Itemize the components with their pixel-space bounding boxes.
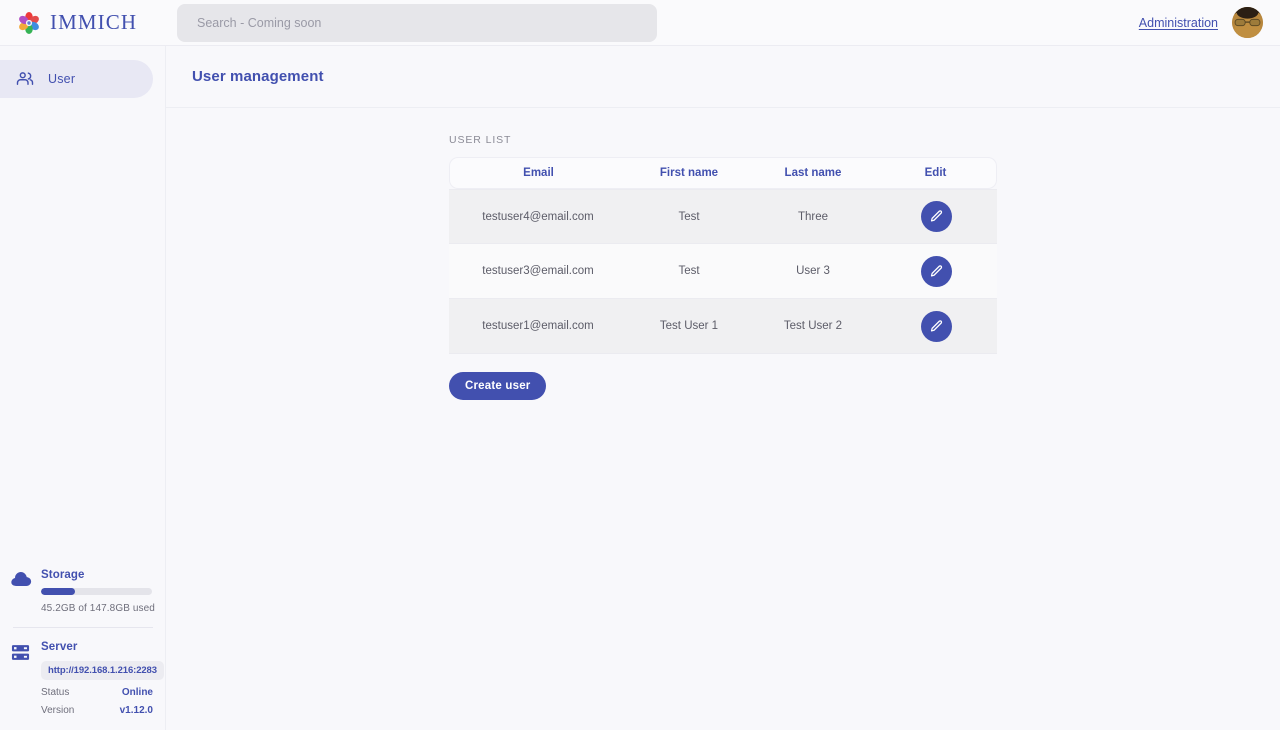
cell-first-name: Test — [627, 244, 751, 299]
user-table: Email First name Last name Edit testuser… — [449, 157, 997, 354]
sidebar-item-user-label: User — [48, 72, 76, 86]
cell-first-name: Test — [627, 189, 751, 244]
server-version-label: Version — [41, 705, 75, 716]
edit-user-button[interactable] — [920, 310, 952, 342]
cell-edit — [875, 244, 997, 299]
pencil-icon — [930, 319, 942, 331]
cell-first-name: Test User 1 — [627, 299, 751, 354]
cell-last-name: User 3 — [751, 244, 875, 299]
cell-last-name: Three — [751, 189, 875, 244]
users-icon — [16, 72, 34, 85]
server-status-row: Status Online — [41, 687, 155, 698]
cell-edit — [875, 299, 997, 354]
immich-logo-icon — [19, 11, 39, 34]
user-table-head: Email First name Last name Edit — [449, 157, 997, 189]
storage-title: Storage — [41, 569, 85, 581]
page-header: User management — [166, 46, 1280, 108]
administration-link[interactable]: Administration — [1138, 15, 1218, 30]
table-header-row: Email First name Last name Edit — [449, 157, 997, 189]
server-version-row: Version v1.12.0 — [41, 705, 155, 716]
server-icon — [11, 641, 33, 716]
search-input[interactable] — [177, 3, 657, 42]
cell-email: testuser3@email.com — [449, 244, 627, 299]
server-status-value: Online — [121, 687, 153, 698]
brand-home-link[interactable]: IMMICH — [17, 11, 167, 35]
server-status-label: Status — [41, 687, 70, 698]
search-container — [177, 3, 657, 42]
top-navigation-bar: IMMICH Administration — [0, 0, 1280, 46]
edit-user-button[interactable] — [920, 255, 952, 287]
user-table-body: testuser4@email.com Test Three — [449, 189, 997, 354]
column-header-email[interactable]: Email — [449, 157, 627, 189]
content-area: USER LIST Email First name Last name Edi… — [166, 108, 1280, 400]
sidebar: User Storage 45.2GB of 147.8GB used — [0, 46, 166, 730]
cell-email: testuser4@email.com — [449, 189, 627, 244]
cloud-icon — [11, 569, 33, 614]
page-title: User management — [192, 68, 324, 85]
avatar[interactable] — [1232, 7, 1263, 38]
storage-progress-fill — [41, 588, 75, 595]
server-title: Server — [41, 641, 78, 653]
sidebar-footer-divider — [13, 627, 153, 628]
server-version-value: v1.12.0 — [119, 705, 153, 716]
server-url-badge[interactable]: http://192.168.1.216:2283 — [41, 661, 164, 680]
storage-progress-track — [41, 588, 152, 595]
sidebar-nav-list: User — [0, 46, 165, 98]
cell-email: testuser1@email.com — [449, 299, 627, 354]
storage-section: Storage 45.2GB of 147.8GB used — [11, 556, 155, 614]
user-list-caption: USER LIST — [449, 134, 512, 146]
column-header-last-name[interactable]: Last name — [751, 157, 875, 189]
pencil-icon — [930, 264, 942, 276]
pencil-icon — [930, 210, 942, 222]
column-header-first-name[interactable]: First name — [627, 157, 751, 189]
main-content: User management USER LIST Email First na… — [166, 46, 1280, 730]
server-section: Server http://192.168.1.216:2283 Status … — [11, 628, 164, 716]
user-list-panel: USER LIST Email First name Last name Edi… — [449, 134, 997, 400]
brand-name: IMMICH — [50, 10, 138, 34]
navbar-right-group: Administration — [1139, 7, 1263, 38]
table-row: testuser3@email.com Test User 3 — [449, 244, 997, 299]
sidebar-footer: Storage 45.2GB of 147.8GB used — [0, 556, 166, 730]
cell-edit — [875, 189, 997, 244]
sidebar-item-user[interactable]: User — [0, 60, 153, 98]
create-user-button[interactable]: Create user — [449, 372, 547, 400]
column-header-edit[interactable]: Edit — [875, 157, 997, 189]
storage-usage-text: 45.2GB of 147.8GB used — [41, 603, 155, 614]
table-row: testuser4@email.com Test Three — [449, 189, 997, 244]
edit-user-button[interactable] — [920, 201, 952, 232]
cell-last-name: Test User 2 — [751, 299, 875, 354]
table-row: testuser1@email.com Test User 1 Test Use… — [449, 299, 997, 354]
